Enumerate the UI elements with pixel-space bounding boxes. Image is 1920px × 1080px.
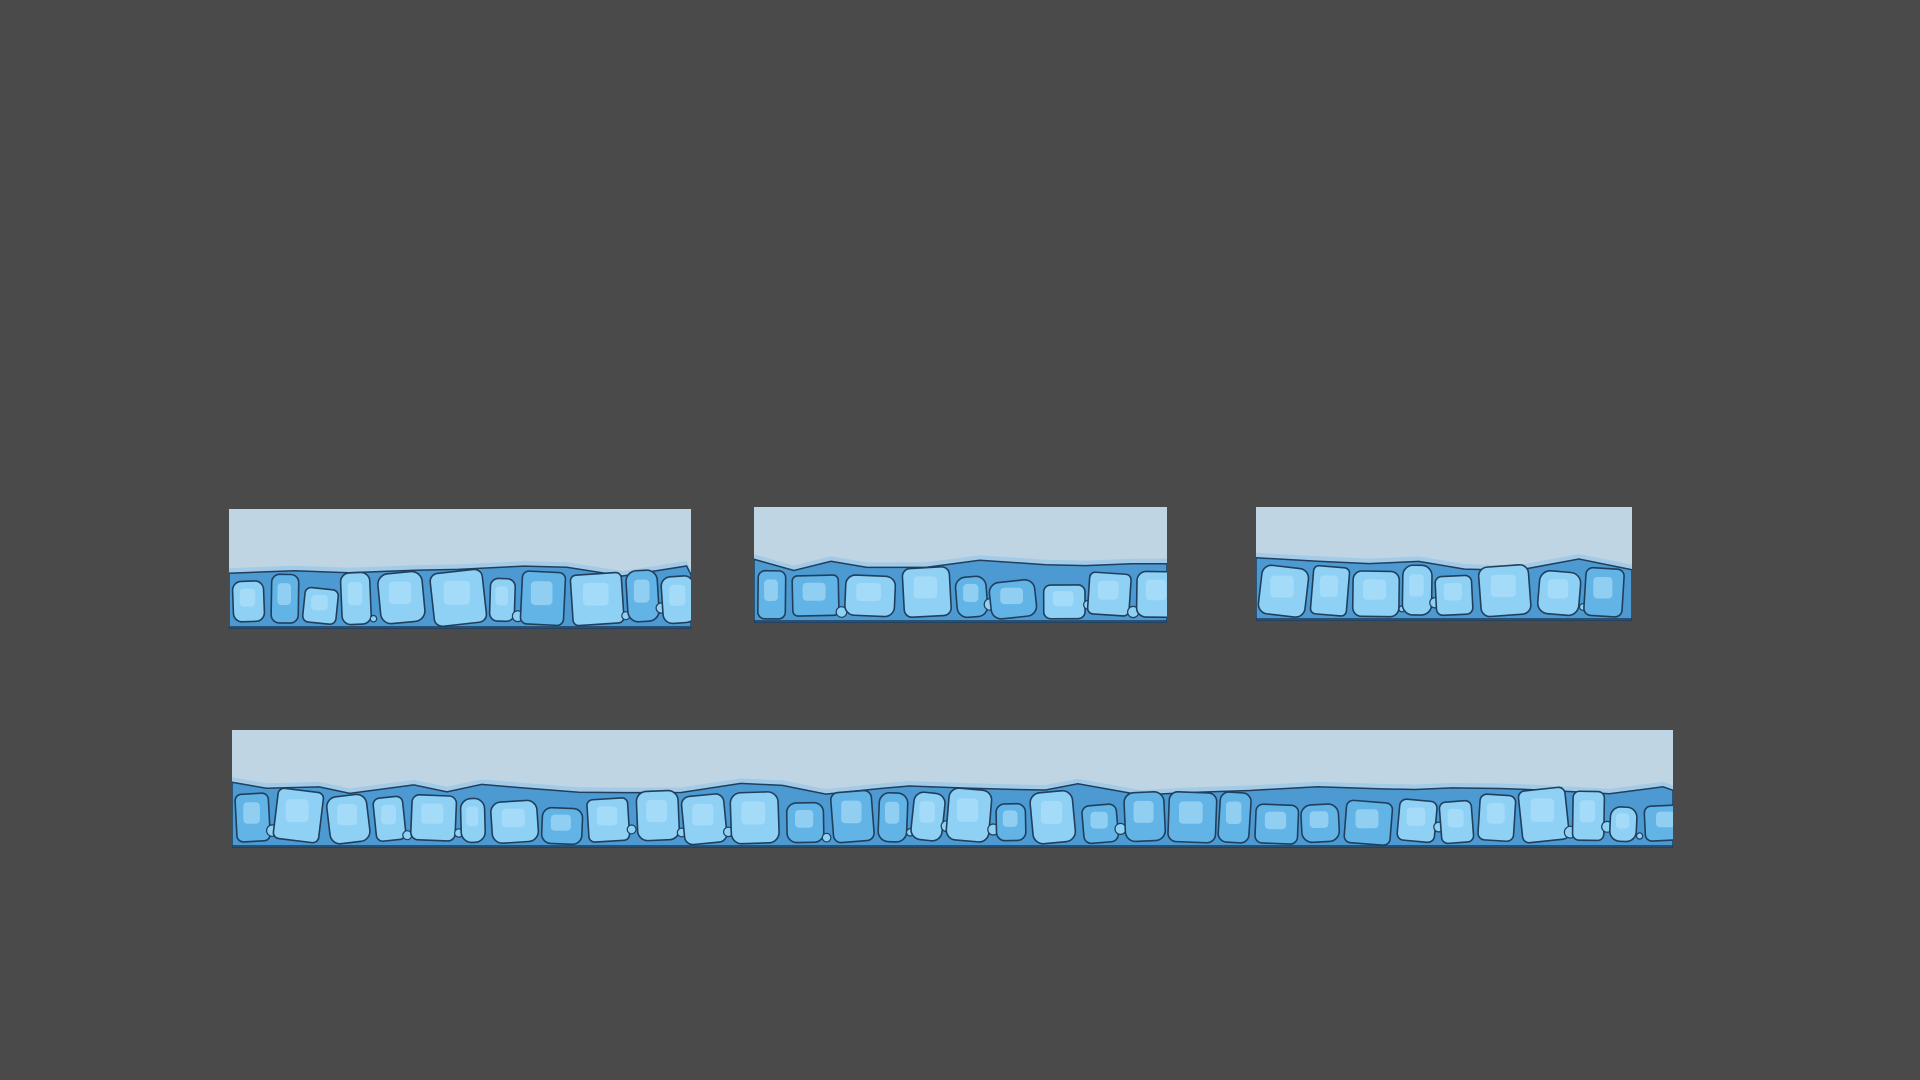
ice-ground-art <box>754 507 1167 623</box>
ice-ground-art <box>1256 507 1632 621</box>
ice-ground-tile-3 <box>1256 507 1632 621</box>
ice-ground-tile-2 <box>754 507 1167 623</box>
ice-ground-tile-4 <box>232 730 1673 848</box>
ice-ground-tile-1 <box>229 509 691 629</box>
ice-ground-art <box>232 730 1673 848</box>
ice-ground-art <box>229 509 691 629</box>
